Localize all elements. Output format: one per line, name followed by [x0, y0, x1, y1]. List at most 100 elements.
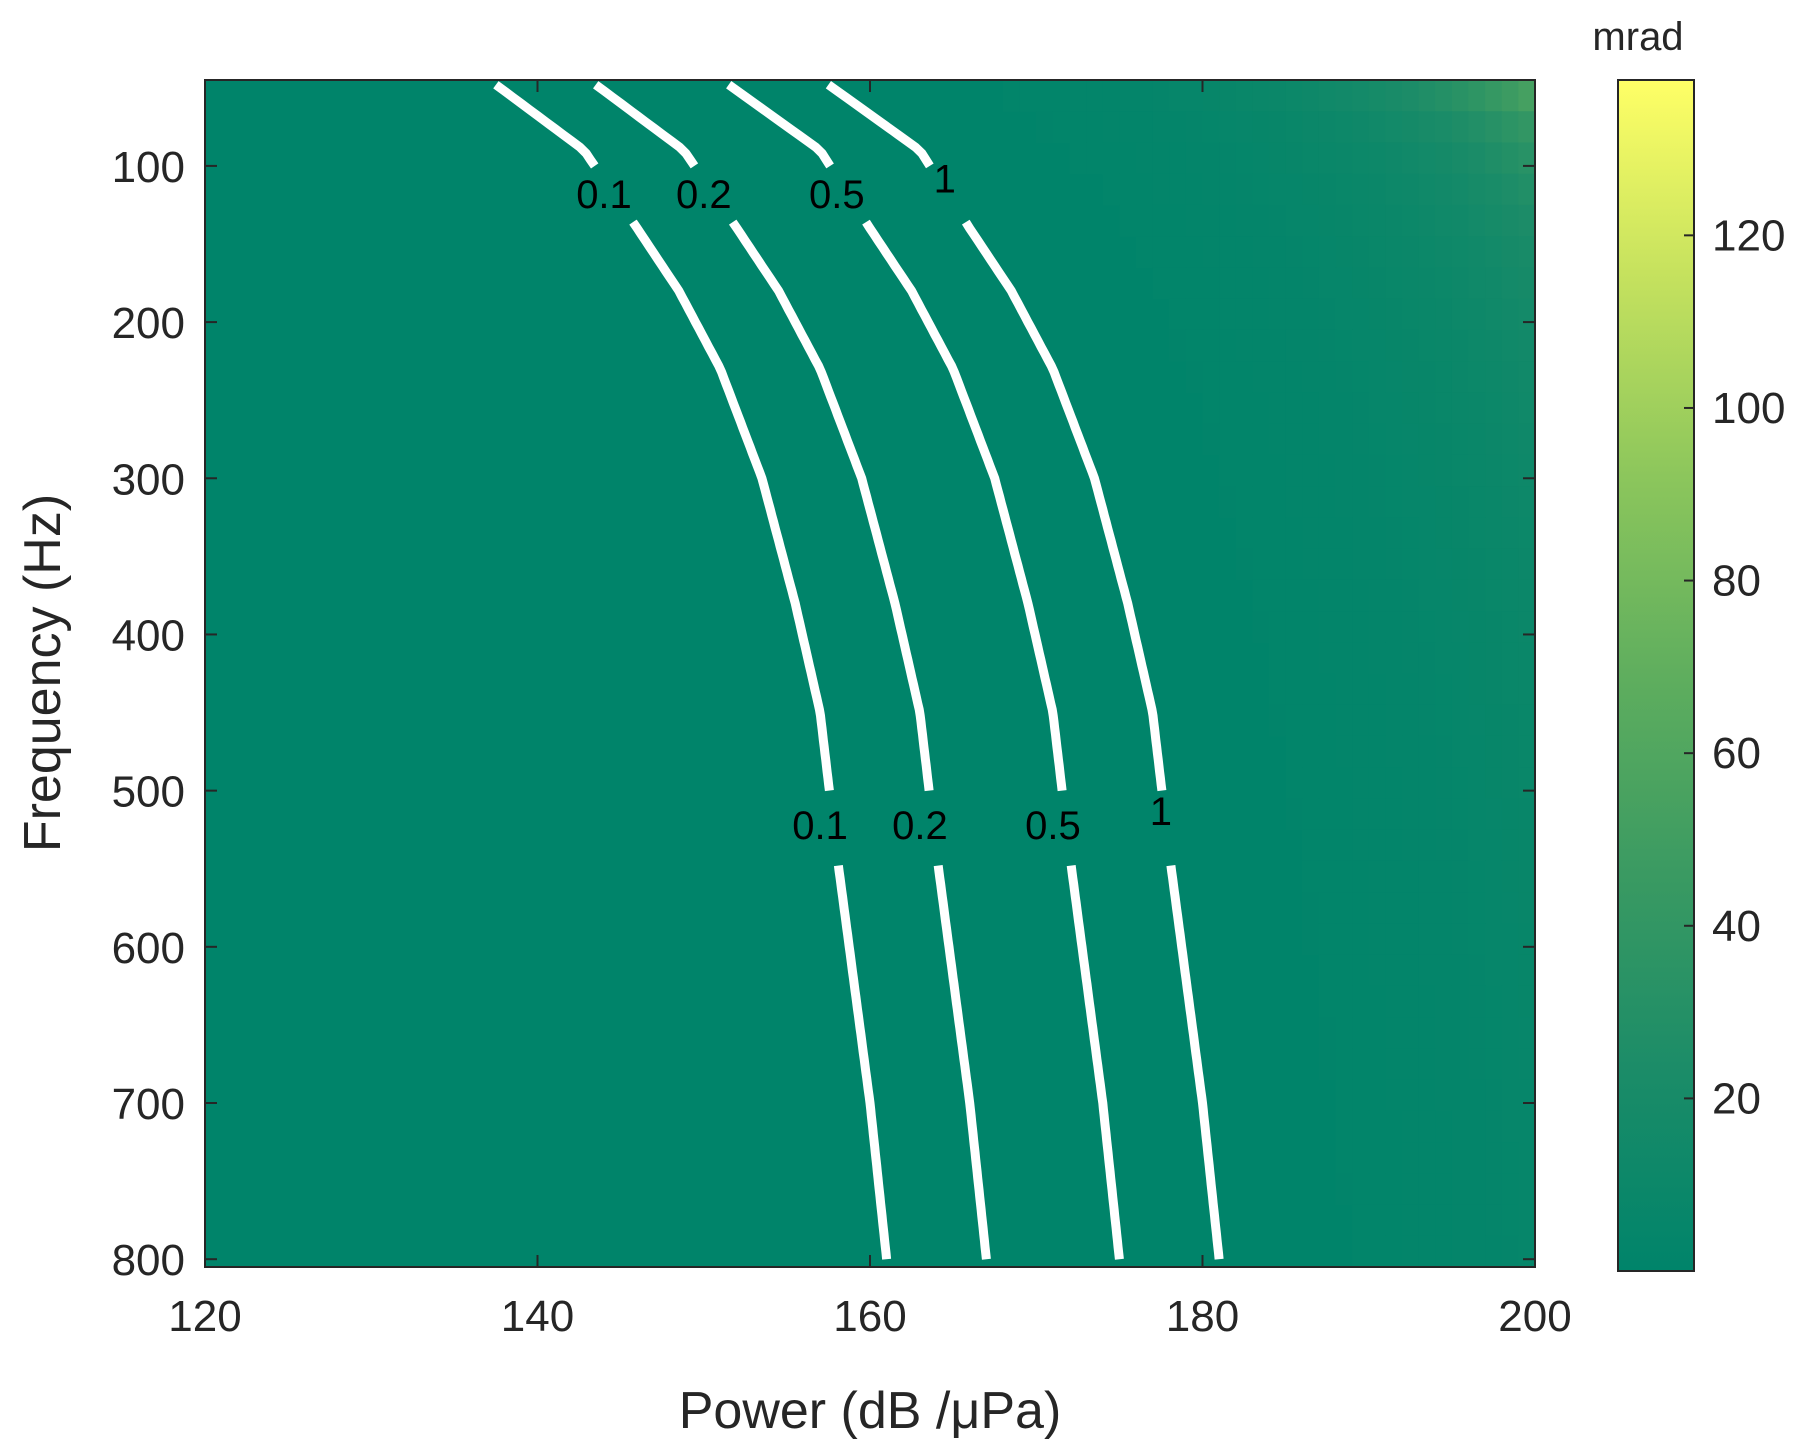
heatmap-cell: [1451, 454, 1470, 487]
heatmap-cell: [1501, 392, 1519, 425]
heatmap-cell: [1402, 923, 1420, 956]
heatmap-cell: [1402, 735, 1420, 768]
heatmap-cell: [1485, 954, 1503, 987]
heatmap-cell: [1352, 1017, 1370, 1049]
heatmap-cell: [1435, 454, 1453, 487]
colorbar-tick-label: 20: [1712, 1074, 1761, 1123]
heatmap-cell: [1285, 517, 1303, 550]
heatmap-cell: [1435, 829, 1453, 862]
heatmap-cell: [1219, 173, 1237, 206]
heatmap-cell: [1402, 173, 1420, 206]
heatmap-cell: [1501, 767, 1519, 800]
colorbar-tick-label: 80: [1712, 557, 1761, 606]
heatmap-cell: [1285, 392, 1303, 425]
heatmap-cell: [1385, 704, 1403, 737]
heatmap-cell: [1318, 204, 1337, 237]
heatmap-cell: [1318, 423, 1337, 456]
heatmap-cell: [1468, 735, 1486, 768]
heatmap-cell: [1352, 923, 1370, 956]
heatmap-cell: [1269, 611, 1287, 643]
heatmap-cell: [1352, 1204, 1370, 1237]
heatmap-cell: [1285, 704, 1303, 737]
heatmap-cell: [1269, 173, 1287, 206]
heatmap-cell: [1152, 80, 1170, 112]
heatmap-cell: [1518, 704, 1535, 737]
heatmap-cell: [1302, 423, 1320, 456]
contour-line-1: [961, 219, 1167, 792]
heatmap-cell: [1385, 267, 1403, 300]
heatmap-cell: [1518, 80, 1535, 112]
heatmap-cell: [1402, 767, 1420, 800]
heatmap-cell: [1451, 829, 1470, 862]
heatmap-cell: [1169, 111, 1187, 144]
heatmap-cell: [1435, 1017, 1453, 1049]
heatmap-cell: [1451, 892, 1470, 924]
heatmap-cell: [1501, 486, 1519, 518]
heatmap-cell: [1402, 329, 1420, 362]
heatmap-cell: [1468, 204, 1486, 237]
heatmap-cell: [1219, 236, 1237, 269]
heatmap-cell: [1335, 642, 1353, 675]
heatmap-cell: [1468, 798, 1486, 831]
heatmap-cell: [1402, 954, 1420, 987]
heatmap-cell: [1368, 486, 1386, 518]
heatmap-cell: [1368, 954, 1386, 987]
heatmap-cell: [1318, 798, 1337, 831]
heatmap-cell: [1335, 454, 1353, 487]
heatmap-cell: [1501, 579, 1519, 612]
heatmap-cell: [1418, 1142, 1436, 1174]
heatmap-cell: [1402, 642, 1420, 675]
heatmap-cell: [1418, 392, 1436, 425]
heatmap-cell: [1302, 767, 1320, 800]
heatmap-cell: [1335, 298, 1353, 331]
heatmap-cell: [1285, 80, 1303, 112]
heatmap-cell: [1485, 486, 1503, 518]
heatmap-cell: [1368, 142, 1386, 175]
heatmap-cell: [1368, 985, 1386, 1018]
heatmap-cell: [1318, 673, 1337, 706]
heatmap-cell: [1235, 111, 1253, 144]
heatmap-cell: [1518, 142, 1535, 175]
heatmap-cell: [1269, 236, 1287, 269]
heatmap-cell: [1468, 267, 1486, 300]
heatmap-cell: [1318, 923, 1337, 956]
heatmap-cell: [1501, 1235, 1519, 1267]
heatmap-cell: [1468, 892, 1486, 924]
heatmap-cell: [1451, 236, 1470, 269]
heatmap-cell: [1335, 1048, 1353, 1081]
heatmap-cell: [1501, 892, 1519, 924]
y-axis-title: Frequency (Hz): [14, 494, 72, 852]
heatmap-cell: [1352, 611, 1370, 643]
heatmap-cell: [1352, 704, 1370, 737]
heatmap-cell: [1418, 298, 1436, 331]
heatmap-cell: [1435, 1079, 1453, 1112]
heatmap-cell: [1418, 1173, 1436, 1206]
heatmap-cell: [1036, 111, 1054, 144]
heatmap-cell: [1036, 80, 1054, 112]
heatmap-cell: [1518, 392, 1535, 425]
heatmap-cell: [1335, 267, 1353, 300]
heatmap-cell: [1451, 267, 1470, 300]
contour-line-0.1: [493, 81, 599, 169]
heatmap-cell: [1352, 423, 1370, 456]
heatmap-cell: [1335, 892, 1353, 924]
heatmap-cell: [1451, 361, 1470, 393]
heatmap-cell: [1269, 486, 1287, 518]
heatmap-cell: [1269, 423, 1287, 456]
heatmap-cell: [1385, 392, 1403, 425]
heatmap-cell: [1485, 267, 1503, 300]
x-tick-label: 180: [1166, 1292, 1239, 1341]
heatmap-cell: [1501, 1079, 1519, 1112]
heatmap-cell: [1235, 392, 1253, 425]
heatmap-cell: [1485, 298, 1503, 331]
heatmap-cell: [1501, 1017, 1519, 1049]
heatmap-cell: [1318, 361, 1337, 393]
heatmap-cell: [1402, 1048, 1420, 1081]
heatmap-cell: [1368, 267, 1386, 300]
heatmap-cell: [1318, 579, 1337, 612]
heatmap-cell: [1269, 80, 1287, 112]
heatmap-cell: [1352, 798, 1370, 831]
heatmap-cell: [1235, 267, 1253, 300]
heatmap-cell: [1501, 1204, 1519, 1237]
heatmap-cell: [1485, 361, 1503, 393]
